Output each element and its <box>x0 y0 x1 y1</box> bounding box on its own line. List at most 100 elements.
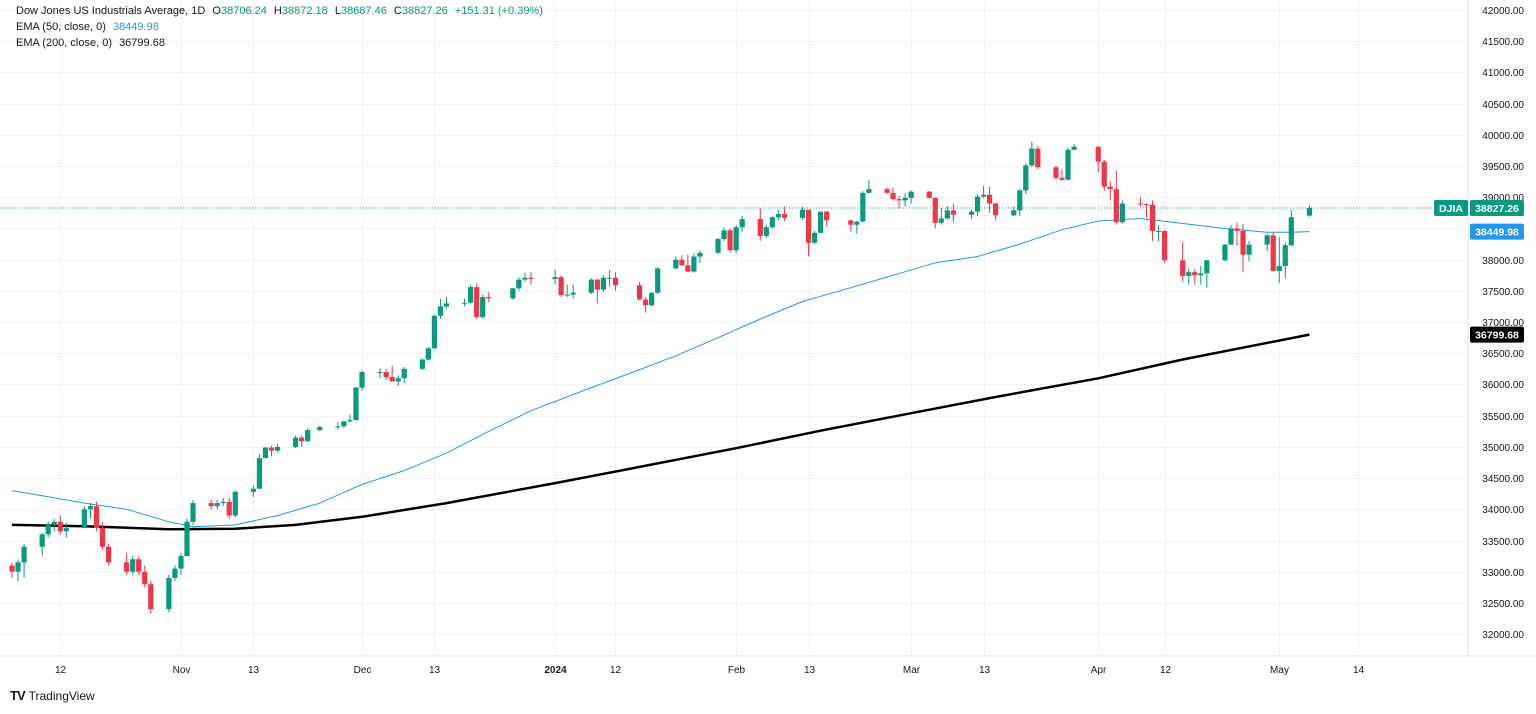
candle-body <box>908 191 914 198</box>
high-label: H <box>273 5 282 17</box>
candle-body <box>190 503 196 522</box>
candle <box>1222 244 1228 261</box>
y-tick-label: 34000.00 <box>1482 505 1524 516</box>
candle <box>105 543 112 566</box>
candle-body <box>1155 230 1162 232</box>
ema200-line <box>11 333 1310 531</box>
candle <box>136 556 142 575</box>
candle <box>1065 147 1071 181</box>
candle <box>353 386 359 421</box>
candle <box>594 279 600 304</box>
candle-body <box>1204 260 1210 274</box>
candle <box>757 207 763 241</box>
candle <box>1282 242 1288 279</box>
candle-body <box>1161 230 1168 261</box>
candle-body <box>359 372 365 388</box>
candle-body <box>172 568 178 578</box>
candle <box>1264 233 1270 251</box>
candle-body <box>486 297 492 299</box>
candle-body <box>721 230 727 240</box>
candle-body <box>974 196 981 212</box>
candle-body <box>1113 189 1119 223</box>
candle-body <box>317 426 323 431</box>
y-axis[interactable]: 32000.00 32500.00 33000.00 33500.00 34000.00… <box>1482 6 1524 641</box>
candle-body <box>757 219 763 236</box>
candle <box>811 230 818 245</box>
x-tick-label: 13 <box>248 665 260 676</box>
y-tick-label: 41500.00 <box>1482 37 1524 48</box>
candle <box>1270 232 1276 272</box>
candle-body <box>1246 244 1252 255</box>
candle-body <box>890 192 896 200</box>
y-tick-label: 36000.00 <box>1482 380 1524 391</box>
candle-body <box>733 227 739 251</box>
candle <box>21 543 27 578</box>
candle <box>522 272 528 282</box>
candle <box>9 562 15 578</box>
candle-body <box>1288 217 1294 246</box>
open-value: 38706.24 <box>220 5 267 17</box>
candle <box>570 284 576 299</box>
last-price-tag-text: 38827.26 <box>1475 203 1519 215</box>
candle <box>896 195 902 209</box>
ema200-layer <box>11 333 1310 531</box>
candle-body <box>950 210 956 215</box>
candle-body <box>184 521 190 557</box>
candle-body <box>220 501 226 504</box>
candle-body <box>1035 148 1041 168</box>
legend-ema50-row[interactable]: EMA (50, close, 0) 38449.98 <box>16 19 543 35</box>
candle <box>1228 225 1234 245</box>
x-axis[interactable]: 12 Nov 13 Dec 13 2024 12 Feb 13 Mar 13 Apr 12 May 14 <box>55 665 1365 676</box>
candle <box>250 485 256 497</box>
legend-ema200-row[interactable]: EMA (200, close, 0) 36799.68 <box>16 35 543 51</box>
candle-body <box>99 528 106 547</box>
candle-body <box>986 194 993 204</box>
candle-body <box>383 372 389 378</box>
candle <box>220 498 226 507</box>
symbol-title: Dow Jones US Industrials Average, 1D <box>16 5 206 17</box>
candle <box>305 428 311 442</box>
candle <box>1023 163 1029 195</box>
candle <box>606 270 613 287</box>
candle <box>335 421 341 430</box>
candle <box>679 255 685 266</box>
y-tick-label: 40500.00 <box>1482 100 1524 111</box>
candle-body <box>1228 228 1234 245</box>
candle <box>848 219 854 232</box>
candle-body <box>824 211 830 221</box>
candle <box>480 294 486 319</box>
candle <box>715 237 721 255</box>
candle <box>1071 144 1077 150</box>
candle-body <box>781 214 788 218</box>
candle <box>208 499 214 510</box>
candle <box>1143 203 1150 218</box>
candle-body <box>335 426 341 428</box>
x-tick-label: Nov <box>173 665 191 676</box>
candle-body <box>9 565 15 572</box>
candle <box>908 190 914 204</box>
candle <box>1017 188 1023 216</box>
candle <box>938 207 944 225</box>
candle <box>51 518 57 532</box>
candle <box>818 211 824 234</box>
candle-body <box>1222 244 1228 261</box>
candle-body <box>1306 208 1313 216</box>
candle <box>63 523 69 538</box>
candle <box>299 436 305 447</box>
candle <box>697 250 703 263</box>
candle <box>1095 146 1101 173</box>
candle <box>93 501 100 532</box>
candle-body <box>1101 161 1107 187</box>
candle <box>1240 224 1246 273</box>
candle-body <box>1198 273 1204 276</box>
tradingview-brand[interactable]: TV TradingView <box>10 688 95 703</box>
ema50-line <box>11 218 1310 528</box>
candle <box>81 506 88 529</box>
x-tick-label: May <box>1270 665 1289 676</box>
price-tags: DJIA 38827.26 38449.98 36799.68 <box>1434 200 1524 343</box>
candle-body <box>980 194 987 197</box>
candle <box>950 203 956 223</box>
candle-body <box>685 265 691 272</box>
candle-body <box>1071 146 1077 150</box>
